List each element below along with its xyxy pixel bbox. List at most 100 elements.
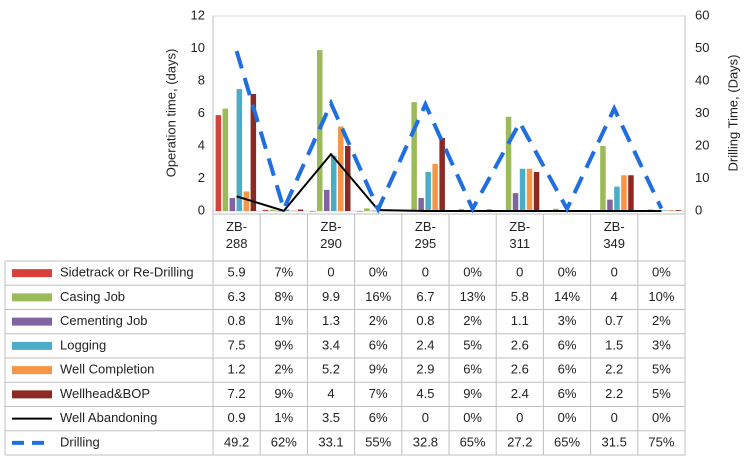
table-value: 1.1 <box>511 313 529 328</box>
y2-tick-label: 40 <box>695 72 709 87</box>
legend-label: Well Completion <box>60 362 154 377</box>
table-value: 3.4 <box>322 337 340 352</box>
table-value: 8% <box>274 289 293 304</box>
table-value: 6% <box>369 337 388 352</box>
bar <box>310 211 316 212</box>
table-value: 0% <box>463 410 482 425</box>
table-value: 65% <box>554 434 580 449</box>
y-tick-label: 10 <box>191 40 205 55</box>
bar <box>269 209 276 211</box>
table-value: 7.2 <box>228 386 246 401</box>
table-value: 55% <box>365 434 391 449</box>
legend-swatch <box>12 366 52 375</box>
legend-label: Logging <box>60 337 106 352</box>
y2-tick-label: 10 <box>695 170 709 185</box>
table-value: 2.4 <box>511 386 529 401</box>
table-header: ZB-288 <box>225 219 248 251</box>
x-tick-label: ZB-311 <box>509 219 531 251</box>
bar <box>338 126 344 211</box>
y-tick-label: 12 <box>191 7 205 22</box>
table-value: 2.2 <box>605 362 623 377</box>
table-value: 7% <box>274 265 293 280</box>
line-series <box>236 152 662 212</box>
table-value: 2.9 <box>416 362 434 377</box>
table-value: 9% <box>274 386 293 401</box>
y2-tick-label: 20 <box>695 137 709 152</box>
table-value: 5% <box>652 362 671 377</box>
table-value: 1% <box>274 410 293 425</box>
bar <box>512 193 519 211</box>
table-value: 7.5 <box>228 337 246 352</box>
x-tick-label: ZB-349 <box>603 219 626 251</box>
bar <box>458 208 465 211</box>
table-value: 6% <box>558 362 577 377</box>
table-value: 2.2 <box>605 386 623 401</box>
bar <box>553 208 559 211</box>
table-value: 1.5 <box>605 337 623 352</box>
table-value: 33.1 <box>318 434 343 449</box>
table-value: 65% <box>460 434 486 449</box>
bar <box>432 163 438 211</box>
table-value: 2% <box>652 313 671 328</box>
table-value: 0 <box>327 265 334 280</box>
bar <box>661 210 667 212</box>
table-value: 0% <box>369 265 388 280</box>
y-tick-label: 6 <box>198 105 205 120</box>
table-value: 5% <box>652 386 671 401</box>
bar <box>331 155 337 211</box>
table-value: 2% <box>463 313 482 328</box>
y2-tick-label: 50 <box>695 40 709 55</box>
legend-swatch <box>12 269 52 278</box>
table-value: 5% <box>463 337 482 352</box>
table-value: 49.2 <box>224 434 249 449</box>
bar <box>607 199 613 211</box>
table-value: 14% <box>554 289 580 304</box>
table-value: 0.8 <box>416 313 434 328</box>
legend-swatch <box>12 390 52 399</box>
legend-swatch <box>12 341 52 350</box>
table-value: 6% <box>463 362 482 377</box>
table-value: 31.5 <box>602 434 627 449</box>
table-value: 9% <box>369 362 388 377</box>
table-value: 6% <box>369 410 388 425</box>
bar <box>345 146 351 211</box>
table-value: 0 <box>422 410 429 425</box>
legend-label: Drilling <box>60 434 100 449</box>
y-tick-label: 4 <box>198 137 205 152</box>
y-tick-label: 0 <box>198 202 205 217</box>
table-value: 75% <box>648 434 674 449</box>
bar <box>526 168 533 211</box>
legend-swatch <box>12 293 52 302</box>
bar <box>243 191 250 211</box>
bar <box>418 198 424 211</box>
bar <box>222 108 229 211</box>
table-value: 0 <box>611 265 618 280</box>
table-value: 5.9 <box>228 265 246 280</box>
table-header: ZB-311 <box>509 219 531 251</box>
bar <box>364 208 370 211</box>
bar <box>668 210 674 211</box>
table-value: 3% <box>558 313 577 328</box>
line-series <box>234 50 664 215</box>
table-value: 16% <box>365 289 391 304</box>
table-value: 0 <box>516 265 523 280</box>
bar <box>411 102 417 211</box>
table-value: 1.3 <box>322 313 340 328</box>
table-value: 4 <box>327 386 334 401</box>
table-value: 62% <box>271 434 297 449</box>
y-tick-label: 2 <box>198 170 205 185</box>
x-tick-label: ZB-288 <box>225 219 248 251</box>
x-tick-label: ZB-295 <box>414 219 437 251</box>
bar <box>628 175 634 211</box>
table-value: 32.8 <box>413 434 438 449</box>
y2-axis-title: Drilling Time, (Days) <box>725 54 740 171</box>
bar <box>276 210 283 212</box>
table-value: 3% <box>652 337 671 352</box>
table-value: 2% <box>274 362 293 377</box>
bar <box>505 116 512 211</box>
table-value: 0% <box>652 410 671 425</box>
x-tick-label: ZB-290 <box>320 219 342 251</box>
y2-tick-label: 0 <box>695 202 702 217</box>
table-value: 1.2 <box>228 362 246 377</box>
